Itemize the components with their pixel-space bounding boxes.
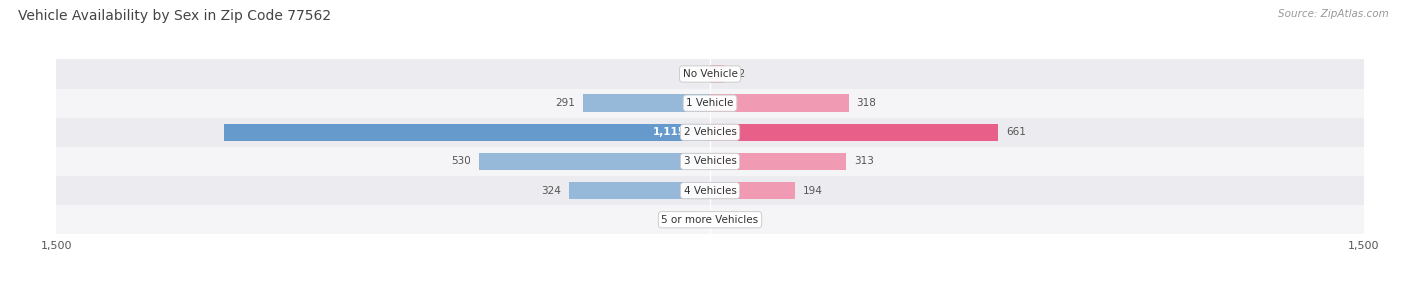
Text: 3 Vehicles: 3 Vehicles	[683, 156, 737, 166]
Bar	[569, 182, 710, 199]
Bar	[710, 182, 794, 199]
Bar	[56, 59, 1364, 89]
Text: 194: 194	[803, 186, 823, 196]
Bar	[710, 153, 846, 170]
Bar	[56, 176, 1364, 205]
Bar	[583, 95, 710, 112]
Text: 291: 291	[555, 98, 575, 108]
Text: 4 Vehicles: 4 Vehicles	[683, 186, 737, 196]
Text: Source: ZipAtlas.com: Source: ZipAtlas.com	[1278, 9, 1389, 19]
Bar	[56, 89, 1364, 118]
Text: Vehicle Availability by Sex in Zip Code 77562: Vehicle Availability by Sex in Zip Code …	[18, 9, 332, 23]
Bar	[479, 153, 710, 170]
Text: 1,115: 1,115	[652, 127, 686, 137]
Bar	[56, 205, 1364, 234]
Bar	[710, 65, 724, 83]
Text: 318: 318	[856, 98, 876, 108]
Text: 8: 8	[721, 215, 728, 225]
Bar	[710, 95, 849, 112]
Text: 32: 32	[731, 69, 745, 79]
Text: 2 Vehicles: 2 Vehicles	[683, 127, 737, 137]
Bar	[56, 118, 1364, 147]
Text: 661: 661	[1005, 127, 1026, 137]
Bar	[224, 124, 710, 141]
Legend: Male, Female: Male, Female	[636, 305, 785, 306]
Text: 0: 0	[696, 69, 702, 79]
Text: 313: 313	[855, 156, 875, 166]
Bar	[56, 147, 1364, 176]
Bar	[710, 211, 713, 229]
Text: 5 or more Vehicles: 5 or more Vehicles	[661, 215, 759, 225]
Text: 0: 0	[696, 215, 702, 225]
Text: No Vehicle: No Vehicle	[682, 69, 738, 79]
Text: 1 Vehicle: 1 Vehicle	[686, 98, 734, 108]
Text: 530: 530	[451, 156, 471, 166]
Text: 324: 324	[541, 186, 561, 196]
Bar	[710, 124, 998, 141]
